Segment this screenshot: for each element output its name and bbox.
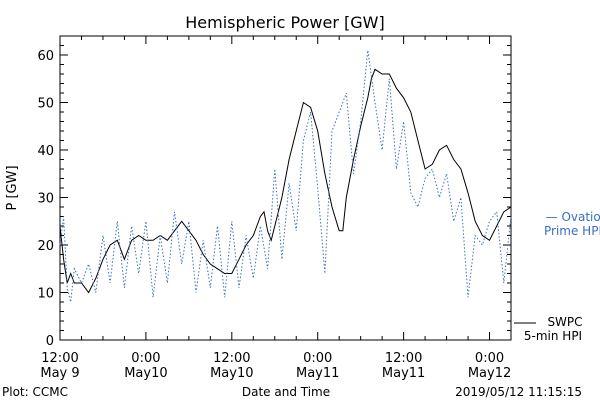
y-tick-label: 20: [37, 239, 54, 254]
x-tick-label-time: 12:00: [213, 351, 250, 366]
y-axis-label: P [GW]: [5, 165, 20, 210]
y-tick-label: 10: [37, 287, 54, 302]
legend-ovation-label-line1: — Ovation: [546, 210, 600, 224]
x-tick-label-time: 0:00: [303, 351, 332, 366]
plot-border: [59, 35, 512, 341]
legend-swpc-label-line1: SWPC: [547, 315, 582, 329]
x-tick-label-date: May10: [210, 366, 253, 381]
y-tick-label: 30: [37, 192, 54, 207]
plot-frame: [59, 35, 512, 341]
legend-swpc-label-line2: 5-min HPI: [524, 329, 582, 343]
x-tick-label-time: 0:00: [131, 351, 160, 366]
x-tick-label-date: May11: [296, 366, 339, 381]
legend-swpc: SWPC 5-min HPI: [514, 315, 583, 343]
plot-timestamp: 2019/05/12 11:15:15: [455, 385, 582, 399]
x-tick-label-time: 0:00: [475, 351, 504, 366]
legend-ovation-label-line2: Prime HPI: [544, 224, 600, 238]
y-tick-label: 60: [37, 49, 54, 64]
plot-credit: Plot: CCMC: [2, 385, 68, 399]
x-tick-label-date: May11: [382, 366, 425, 381]
x-tick-label-date: May10: [124, 366, 167, 381]
chart-title: Hemispheric Power [GW]: [185, 13, 384, 32]
y-axis: 0 10 20 30 40 50 60: [37, 45, 511, 349]
y-tick-label: 0: [46, 334, 54, 349]
y-tick-label: 40: [37, 144, 54, 159]
x-tick-label-date: May12: [468, 366, 511, 381]
x-tick-label-time: 12:00: [41, 351, 78, 366]
x-tick-label-time: 12:00: [385, 351, 422, 366]
y-tick-label: 50: [37, 97, 54, 112]
legend-ovation: — Ovation Prime HPI: [544, 210, 600, 238]
x-tick-label-date: May 9: [40, 366, 79, 381]
x-axis-label: Date and Time: [242, 385, 330, 399]
swpc-series-line: [59, 68, 512, 294]
series-layer: [59, 50, 512, 303]
